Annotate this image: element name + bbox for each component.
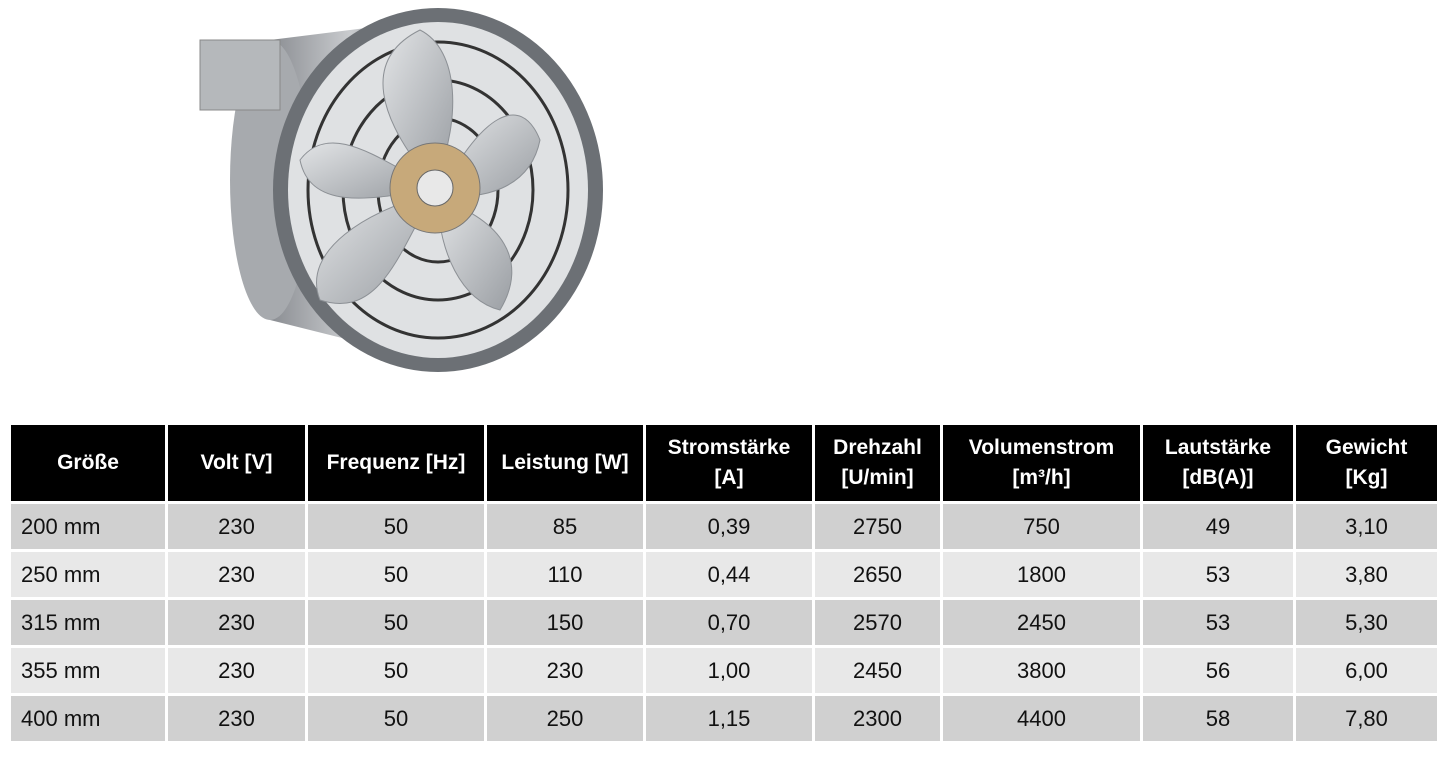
header-cell: Drehzahl [U/min] — [812, 422, 943, 504]
table-cell: 750 — [940, 501, 1143, 552]
spec-table: Größe Volt [V] Frequenz [Hz] Leistung [W] St… — [8, 422, 1440, 744]
table-cell: 2300 — [812, 693, 943, 744]
table-cell: 85 — [484, 501, 646, 552]
table-cell: 49 — [1140, 501, 1296, 552]
table-cell: 2750 — [812, 501, 943, 552]
table-cell: 150 — [484, 597, 646, 648]
table-cell: 250 mm — [8, 549, 168, 600]
table-cell: 1,15 — [643, 693, 815, 744]
table-cell: 2450 — [940, 597, 1143, 648]
table-row: 250 mm 230 50 110 0,44 2650 1800 53 3,80 — [8, 549, 1440, 600]
table-cell: 6,00 — [1293, 645, 1440, 696]
table-cell: 0,44 — [643, 549, 815, 600]
table-body: 200 mm 230 50 85 0,39 2750 750 49 3,10 250 mm 230 5… — [8, 501, 1440, 744]
table-cell: 50 — [305, 693, 487, 744]
header-cell: Stromstärke [A] — [643, 422, 815, 504]
table-cell: 0,39 — [643, 501, 815, 552]
header-cell: Gewicht [Kg] — [1293, 422, 1440, 504]
header-cell: Volt [V] — [165, 422, 308, 504]
table-cell: 355 mm — [8, 645, 168, 696]
table-cell: 50 — [305, 501, 487, 552]
table-cell: 230 — [484, 645, 646, 696]
table-cell: 5,30 — [1293, 597, 1440, 648]
table-cell: 0,70 — [643, 597, 815, 648]
header-cell: Größe — [8, 422, 168, 504]
table-cell: 110 — [484, 549, 646, 600]
table-cell: 250 — [484, 693, 646, 744]
table-cell: 7,80 — [1293, 693, 1440, 744]
table-cell: 315 mm — [8, 597, 168, 648]
header-cell: Leistung [W] — [484, 422, 646, 504]
header-cell: Volumenstrom [m³/h] — [940, 422, 1143, 504]
table-cell: 230 — [165, 645, 308, 696]
fan-image — [199, 8, 603, 372]
table-cell: 56 — [1140, 645, 1296, 696]
header-cell: Lautstärke [dB(A)] — [1140, 422, 1296, 504]
table-cell: 53 — [1140, 549, 1296, 600]
header-cell: Frequenz [Hz] — [305, 422, 487, 504]
table-cell: 230 — [165, 501, 308, 552]
header-row: Größe Volt [V] Frequenz [Hz] Leistung [W] St… — [8, 422, 1440, 504]
table-row: 355 mm 230 50 230 1,00 2450 3800 56 6,00 — [8, 645, 1440, 696]
table-cell: 4400 — [940, 693, 1143, 744]
table-row: 200 mm 230 50 85 0,39 2750 750 49 3,10 — [8, 501, 1440, 552]
table-cell: 50 — [305, 645, 487, 696]
table-cell: 230 — [165, 549, 308, 600]
table-cell: 50 — [305, 597, 487, 648]
table-cell: 1,00 — [643, 645, 815, 696]
table-cell: 2450 — [812, 645, 943, 696]
table-cell: 230 — [165, 597, 308, 648]
table-cell: 2570 — [812, 597, 943, 648]
fan-hub — [416, 169, 454, 207]
table-cell: 230 — [165, 693, 308, 744]
table-cell: 3,10 — [1293, 501, 1440, 552]
table-cell: 1800 — [940, 549, 1143, 600]
table-cell: 2650 — [812, 549, 943, 600]
table-cell: 3,80 — [1293, 549, 1440, 600]
table-cell: 200 mm — [8, 501, 168, 552]
table-row: 315 mm 230 50 150 0,70 2570 2450 53 5,30 — [8, 597, 1440, 648]
table-row: 400 mm 230 50 250 1,15 2300 4400 58 7,80 — [8, 693, 1440, 744]
junction-box — [199, 39, 281, 111]
table-cell: 400 mm — [8, 693, 168, 744]
table-cell: 3800 — [940, 645, 1143, 696]
table-cell: 58 — [1140, 693, 1296, 744]
table-cell: 50 — [305, 549, 487, 600]
table-cell: 53 — [1140, 597, 1296, 648]
